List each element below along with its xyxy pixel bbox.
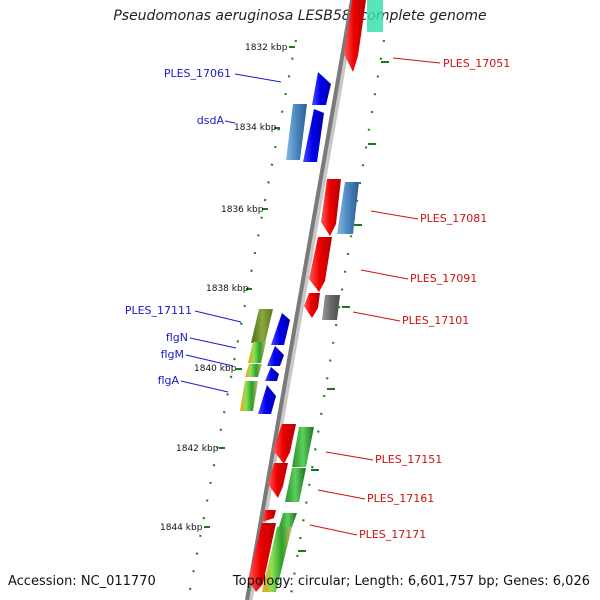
tick-label-1838: 1838 kbp <box>206 284 249 294</box>
gene-flga <box>240 381 258 411</box>
gene-ples-17161-red <box>268 463 288 498</box>
gene-ples-17111 <box>251 309 273 343</box>
label-ples-17051: PLES_17051 <box>443 57 510 70</box>
label-ples-17151: PLES_17151 <box>375 453 442 466</box>
gene-ples-17161 <box>285 468 306 502</box>
gene-ples-17101-red <box>304 293 320 318</box>
gene-ples-17111-blue <box>271 313 290 345</box>
tick-label-1844: 1844 kbp <box>160 523 203 533</box>
left-labels: PLES_17061 dsdA PLES_17111 flgN flgM flg… <box>125 67 231 387</box>
map-title: Pseudomonas aeruginosa LESB58, complete … <box>113 8 487 24</box>
gene-ples-17171-red-long <box>248 523 276 592</box>
gene-flga-blue <box>258 385 276 414</box>
tick-label-1834: 1834 kbp <box>234 123 277 133</box>
label-ples-17081: PLES_17081 <box>420 212 487 225</box>
label-ples-17061: PLES_17061 <box>164 67 231 80</box>
reverse-strand-genes <box>248 0 383 592</box>
gene-flgm-blue <box>265 367 279 381</box>
outer-major-ticks <box>298 61 389 552</box>
gene-ples-17171-red <box>262 510 276 522</box>
genome-summary-text: Topology: circular; Length: 6,601,757 bp… <box>232 574 590 589</box>
tick-label-1836: 1836 kbp <box>221 205 264 215</box>
gene-ples-17171-green <box>279 513 297 527</box>
tick-label-1842: 1842 kbp <box>176 444 219 454</box>
tick-label-1840: 1840 kbp <box>194 364 237 374</box>
label-ples-17111: PLES_17111 <box>125 304 192 317</box>
gene-ples-17171-mix <box>262 527 292 592</box>
gene-ples-17051 <box>344 0 366 72</box>
tick-label-1832: 1832 kbp <box>245 43 288 53</box>
gene-dsda-blue <box>303 109 324 162</box>
ruler-major-ticks <box>204 46 295 528</box>
gene-ples-17081-red <box>321 179 341 236</box>
gene-top-green <box>367 0 383 32</box>
forward-strand-genes <box>240 72 331 414</box>
gene-ples-17091 <box>309 237 332 292</box>
label-dsda: dsdA <box>197 114 225 127</box>
label-flga: flgA <box>158 374 180 387</box>
gene-ples-17151 <box>292 427 314 467</box>
ruler-labels: 1832 kbp 1834 kbp 1836 kbp 1838 kbp 1840… <box>160 43 288 533</box>
gene-flgm <box>245 364 262 377</box>
label-flgm: flgM <box>161 348 184 361</box>
gene-flgn-blue <box>267 346 284 366</box>
gene-ples-17101 <box>322 295 340 320</box>
accession-text: Accession: NC_011770 <box>8 574 156 589</box>
label-ples-17161: PLES_17161 <box>367 492 434 505</box>
right-labels: PLES_17051 PLES_17081 PLES_17091 PLES_17… <box>359 57 510 541</box>
label-ples-17101: PLES_17101 <box>402 314 469 327</box>
gene-ples-17151-red <box>273 424 296 464</box>
label-ples-17091: PLES_17091 <box>410 272 477 285</box>
label-ples-17171: PLES_17171 <box>359 528 426 541</box>
leader-lines <box>180 57 441 536</box>
gene-ples-17081 <box>337 182 359 234</box>
label-flgn: flgN <box>166 331 188 344</box>
backbone-line <box>245 0 358 600</box>
gene-dsda <box>286 104 307 160</box>
gene-flgn <box>248 342 266 363</box>
gene-ples-17061 <box>312 72 331 105</box>
